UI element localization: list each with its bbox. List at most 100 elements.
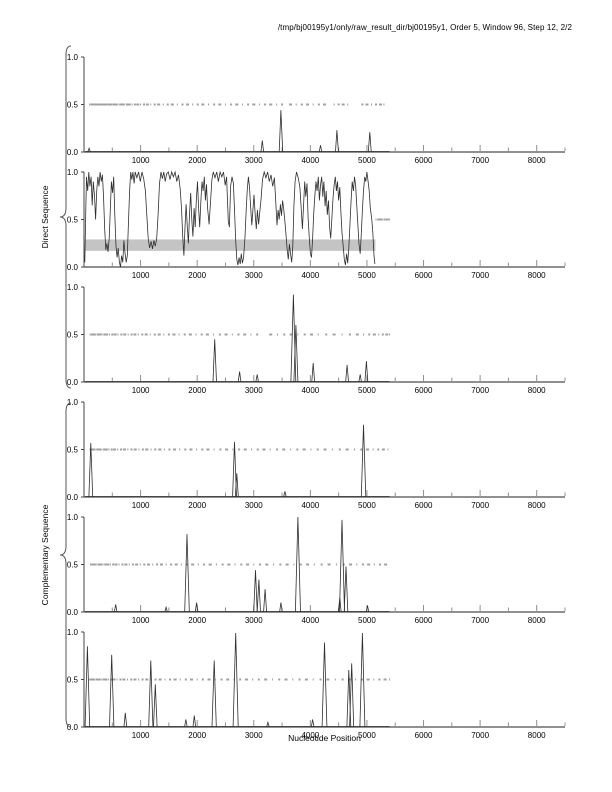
probability-curve xyxy=(84,632,390,728)
y-tick-label: 1.0 xyxy=(67,53,79,62)
x-tick-label: 2000 xyxy=(188,616,206,625)
x-tick-label: 3000 xyxy=(245,501,263,510)
y-axis: 1.0 0.5 0.0 xyxy=(67,398,85,502)
y-axis: 1.0 0.5 0.0 xyxy=(67,168,85,272)
x-tick-label: 5000 xyxy=(358,616,376,625)
x-tick-label: 6000 xyxy=(415,156,433,165)
direct-sequence-label: Direct Sequence xyxy=(40,185,50,249)
probability-curve xyxy=(85,110,390,153)
x-tick-label: 3000 xyxy=(245,731,263,740)
probability-curve xyxy=(85,516,390,613)
y-tick-label: 0.5 xyxy=(67,446,79,455)
x-tick-label: 7000 xyxy=(471,386,489,395)
x-tick-label: 4000 xyxy=(301,271,319,280)
y-tick-label: 0.0 xyxy=(67,378,79,387)
x-tick-label: 2000 xyxy=(188,386,206,395)
shaded-band xyxy=(85,239,376,251)
x-tick-label: 1000 xyxy=(132,156,150,165)
x-tick-label: 6000 xyxy=(415,501,433,510)
y-tick-label: 0.5 xyxy=(67,561,79,570)
y-tick-label: 1.0 xyxy=(67,513,79,522)
x-axis: 1000 2000 3000 4000 5000 6000 7000 8000 xyxy=(84,145,566,165)
y-tick-label: 0.0 xyxy=(67,608,79,617)
x-axis-title: Nucleotide Position xyxy=(288,733,361,743)
x-axis: 1000 2000 3000 4000 5000 6000 7000 8000 xyxy=(84,260,566,280)
panel-6-complementary: 1000 2000 3000 4000 5000 6000 7000 8000 1.0 0.5 0.… xyxy=(67,628,566,740)
x-axis: 1000 2000 3000 4000 5000 6000 7000 8000 xyxy=(84,605,566,625)
y-tick-label: 0.0 xyxy=(67,148,79,157)
x-tick-label: 6000 xyxy=(415,616,433,625)
panel-3-direct: 1000 2000 3000 4000 5000 6000 7000 8000 1.0 0.5 0.… xyxy=(67,283,566,395)
probability-curve xyxy=(84,170,376,268)
y-tick-label: 0.0 xyxy=(67,263,79,272)
y-tick-label: 0.5 xyxy=(67,676,79,685)
x-tick-label: 1000 xyxy=(132,731,150,740)
x-tick-label: 1000 xyxy=(132,271,150,280)
complementary-group-brace xyxy=(59,402,72,728)
x-axis: 1000 2000 3000 4000 5000 6000 7000 8000 xyxy=(84,375,566,395)
page-title: /tmp/bj00195y1/only/raw_result_dir/bj001… xyxy=(277,23,572,32)
y-tick-label: 0.0 xyxy=(67,493,79,502)
x-tick-label: 8000 xyxy=(528,731,546,740)
y-tick-label: 1.0 xyxy=(67,628,79,637)
x-tick-label: 2000 xyxy=(188,271,206,280)
direct-group-brace xyxy=(59,45,72,389)
signal-markers xyxy=(375,218,391,221)
y-tick-label: 0.0 xyxy=(67,723,79,732)
x-tick-label: 4000 xyxy=(301,156,319,165)
x-tick-label: 5000 xyxy=(358,271,376,280)
panel-5-complementary: 1000 2000 3000 4000 5000 6000 7000 8000 1.0 0.5 0.… xyxy=(67,513,566,625)
y-tick-label: 1.0 xyxy=(67,398,79,407)
panel-2-direct: 1000 2000 3000 4000 5000 6000 7000 8000 1.0 0.5 0.… xyxy=(67,168,566,280)
x-tick-label: 1000 xyxy=(132,616,150,625)
x-tick-label: 1000 xyxy=(132,501,150,510)
x-tick-label: 5000 xyxy=(358,501,376,510)
panel-4-complementary: 1000 2000 3000 4000 5000 6000 7000 8000 1.0 0.5 0.… xyxy=(67,398,566,510)
probability-curve xyxy=(85,294,390,383)
y-axis: 1.0 0.5 0.0 xyxy=(67,283,85,387)
y-axis: 1.0 0.5 0.0 xyxy=(67,513,85,617)
x-tick-label: 4000 xyxy=(301,616,319,625)
x-tick-label: 3000 xyxy=(245,616,263,625)
panel-1-direct: 1000 2000 3000 4000 5000 6000 7000 8000 1.0 0.5 0.… xyxy=(67,53,566,165)
x-tick-label: 7000 xyxy=(471,271,489,280)
x-tick-label: 6000 xyxy=(415,271,433,280)
probability-curve xyxy=(85,424,390,498)
x-tick-label: 7000 xyxy=(471,501,489,510)
x-tick-label: 1000 xyxy=(132,386,150,395)
y-tick-label: 0.5 xyxy=(67,216,79,225)
x-tick-label: 8000 xyxy=(528,271,546,280)
signal-markers xyxy=(90,563,388,566)
x-tick-label: 3000 xyxy=(245,386,263,395)
y-tick-label: 1.0 xyxy=(67,283,79,292)
y-axis: 1.0 0.5 0.0 xyxy=(67,628,85,732)
signal-markers xyxy=(89,333,391,336)
x-tick-label: 8000 xyxy=(528,156,546,165)
x-tick-label: 2000 xyxy=(188,501,206,510)
x-tick-label: 8000 xyxy=(528,616,546,625)
x-tick-label: 4000 xyxy=(301,501,319,510)
x-tick-label: 6000 xyxy=(415,731,433,740)
y-axis: 1.0 0.5 0.0 xyxy=(67,53,85,157)
x-tick-label: 4000 xyxy=(301,731,319,740)
x-tick-label: 5000 xyxy=(358,386,376,395)
complementary-sequence-label: Complementary Sequence xyxy=(40,504,50,606)
x-tick-label: 3000 xyxy=(245,271,263,280)
x-tick-label: 3000 xyxy=(245,156,263,165)
y-tick-label: 1.0 xyxy=(67,168,79,177)
y-tick-label: 0.5 xyxy=(67,331,79,340)
x-tick-label: 6000 xyxy=(415,386,433,395)
x-tick-label: 2000 xyxy=(188,156,206,165)
x-tick-label: 5000 xyxy=(358,731,376,740)
x-tick-label: 8000 xyxy=(528,386,546,395)
signal-markers xyxy=(89,448,389,451)
signal-markers xyxy=(89,103,385,106)
x-axis: 1000 2000 3000 4000 5000 6000 7000 8000 xyxy=(84,490,566,510)
x-tick-label: 7000 xyxy=(471,156,489,165)
x-tick-label: 8000 xyxy=(528,501,546,510)
y-tick-label: 0.5 xyxy=(67,101,79,110)
x-tick-label: 5000 xyxy=(358,156,376,165)
x-tick-label: 4000 xyxy=(301,386,319,395)
